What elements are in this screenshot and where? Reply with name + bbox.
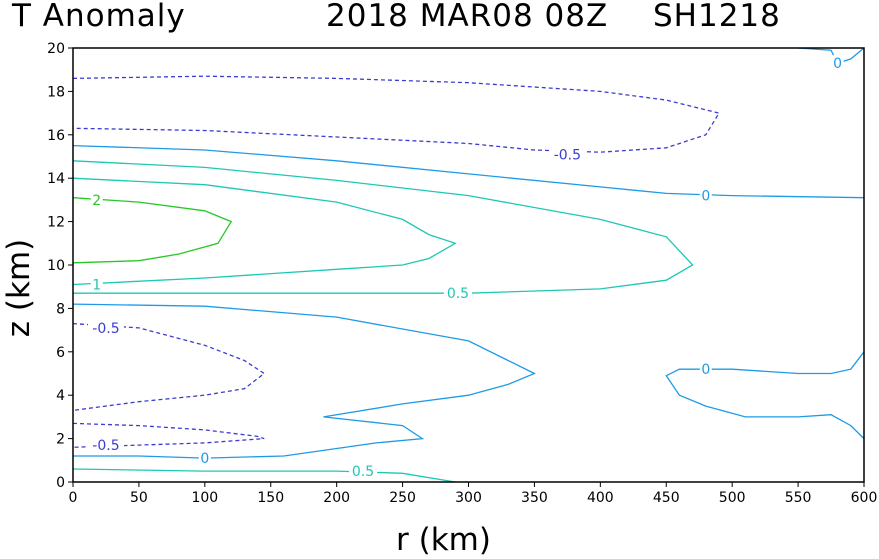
x-tick-label-350: 350 [521, 490, 548, 506]
contour-line-6 [72, 322, 266, 412]
contour-line-8 [72, 303, 536, 459]
contour-label-12: 0 [833, 56, 842, 72]
y-tick-label-20: 20 [47, 41, 65, 57]
y-tick-label-18: 18 [47, 84, 65, 100]
y-tick-label-0: 0 [56, 475, 65, 491]
y-tick-label-10: 10 [47, 258, 65, 274]
x-tick-label-200: 200 [323, 490, 350, 506]
contour-label-6: -0.5 [92, 321, 119, 337]
contour-label-bg-3 [443, 285, 472, 302]
contour-layer [72, 47, 865, 483]
contour-line-11 [665, 351, 865, 440]
x-tick-label-450: 450 [653, 490, 680, 506]
x-tick-label-100: 100 [191, 490, 218, 506]
contour-line-5 [72, 197, 233, 264]
x-tick-label-50: 50 [130, 490, 148, 506]
y-tick-label-12: 12 [47, 215, 65, 231]
contour-label-bg-9 [198, 450, 211, 467]
contour-label-4: 1 [92, 278, 101, 294]
contour-line-10 [72, 468, 456, 483]
x-tick-label-500: 500 [719, 490, 746, 506]
contour-label-bg-1 [699, 187, 712, 204]
contour-label-bg-11 [699, 361, 712, 378]
x-tick-label-250: 250 [389, 490, 416, 506]
contour-label-3: 0.5 [447, 286, 469, 302]
contour-label-layer: -0.5 0 0.5 1 2 -0.5 -0.5 0 0.5 0 0 [87, 55, 844, 480]
y-tick-label-14: 14 [47, 171, 65, 187]
contour-line-2 [72, 160, 694, 294]
x-tick-label-400: 400 [587, 490, 614, 506]
contour-label-bg-10 [349, 463, 378, 480]
chart-title-left: T Anomaly [12, 0, 186, 34]
contour-label-9: 0 [200, 451, 209, 467]
chart-title-storm: SH1218 [653, 0, 781, 34]
x-tick-label-600: 600 [851, 490, 878, 506]
x-tick-label-0: 0 [69, 490, 78, 506]
contour-label-bg-0 [549, 146, 586, 163]
contour-label-bg-6 [87, 319, 124, 336]
x-axis-label: r (km) [396, 522, 491, 558]
chart-title-date: 2018 MAR08 08Z [326, 0, 609, 34]
contour-line-0 [72, 75, 721, 153]
contour-label-bg-12 [831, 55, 844, 72]
contour-label-7: -0.5 [92, 438, 119, 454]
contour-label-5: 2 [92, 193, 101, 209]
x-axis-ticks: 0 50 100 150 200 250 300 350 400 450 500 550 600 [69, 482, 878, 506]
contour-label-10: 0.5 [352, 464, 374, 480]
contour-label-bg-5 [90, 191, 103, 208]
x-tick-label-550: 550 [785, 490, 812, 506]
x-tick-label-300: 300 [455, 490, 482, 506]
contour-label-bg-4 [90, 276, 103, 293]
contour-label-1: 0 [701, 189, 710, 205]
y-tick-label-6: 6 [56, 345, 65, 361]
y-tick-label-8: 8 [56, 301, 65, 317]
contour-label-11: 0 [701, 362, 710, 378]
contour-label-0: -0.5 [554, 147, 581, 163]
y-axis-ticks: 0 2 4 6 8 10 12 14 16 18 20 [47, 41, 73, 491]
y-tick-label-4: 4 [56, 388, 65, 404]
x-tick-label-150: 150 [257, 490, 284, 506]
y-tick-label-16: 16 [47, 128, 65, 144]
y-tick-label-2: 2 [56, 432, 65, 448]
contour-label-bg-7 [87, 437, 124, 454]
contour-line-1 [72, 144, 865, 199]
y-axis-label: z (km) [1, 238, 38, 338]
contour-line-12 [798, 47, 865, 64]
contour-line-4 [72, 177, 457, 286]
